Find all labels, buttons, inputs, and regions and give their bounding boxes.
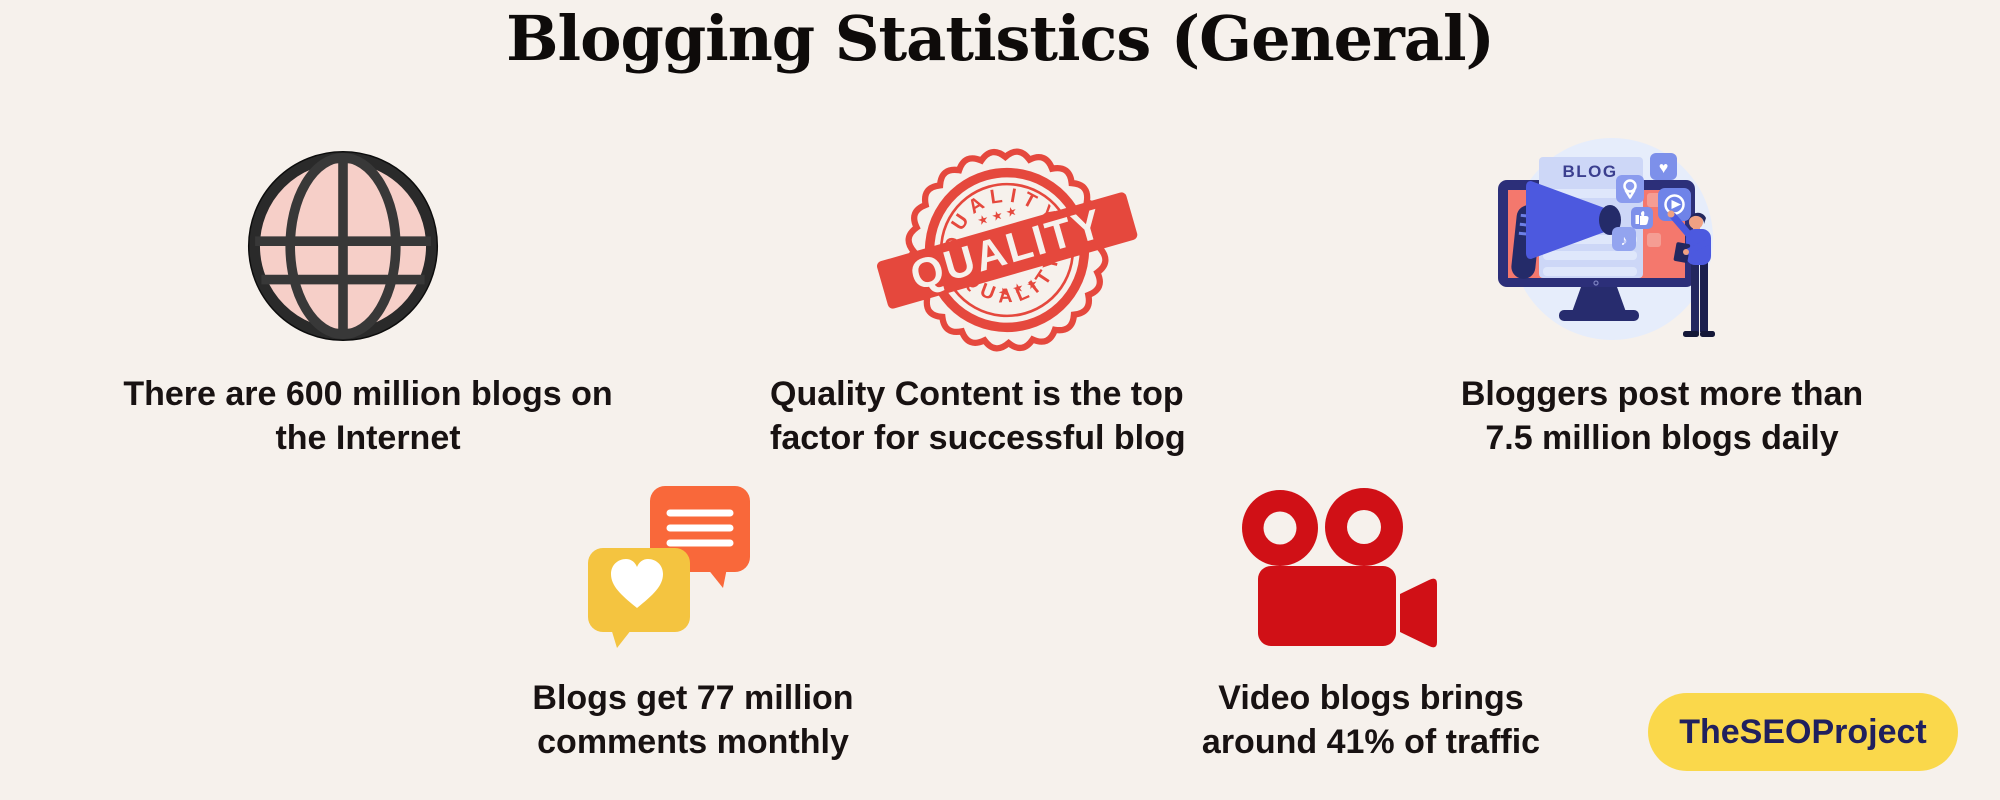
blog-label: BLOG xyxy=(1562,162,1617,181)
brand-badge: TheSEOProject xyxy=(1648,693,1958,771)
social-icon-tiles: ♥ ♪ xyxy=(1612,153,1691,251)
stat-caption-daily-posts: Bloggers post more than 7.5 million blog… xyxy=(1402,372,1922,460)
monitor-stand xyxy=(1572,287,1626,312)
yellow-bubble xyxy=(588,548,690,648)
music-note-tile xyxy=(1612,227,1636,251)
heart-icon xyxy=(611,559,663,608)
quality-stamp-icon: QUALITY QUALITY ★ ★ ★ ★ ★ ★ QUALITY xyxy=(876,148,1138,352)
stat-caption-blog-count: There are 600 million blogs on the Inter… xyxy=(68,372,668,460)
stat-line: the Internet xyxy=(275,419,461,458)
stat-line: Quality Content is the top xyxy=(770,375,1184,413)
stat-line: Video blogs brings xyxy=(1218,679,1524,717)
heart-icon: ♥ xyxy=(1659,160,1669,177)
location-pin-icon xyxy=(1623,179,1637,193)
stat-line: factor for successful blog xyxy=(770,419,1186,458)
blog-megaphone-illustration: BLOG ♥ xyxy=(1498,138,1715,340)
stat-line: comments monthly xyxy=(537,723,849,762)
location-pin-tile xyxy=(1616,175,1644,203)
stat-caption-quality-content: Quality Content is the top factor for su… xyxy=(770,372,1290,460)
globe-icon xyxy=(247,150,439,342)
person-figure xyxy=(1667,210,1715,337)
music-note-icon: ♪ xyxy=(1621,232,1628,248)
stat-line: around 41% of traffic xyxy=(1201,723,1541,762)
heart-tile xyxy=(1650,153,1677,180)
megaphone-icon xyxy=(1511,181,1621,279)
thumbs-up-icon xyxy=(1635,215,1639,224)
stat-line: There are 600 million blogs on xyxy=(123,375,613,413)
megaphone-back xyxy=(1599,205,1621,235)
monitor-base xyxy=(1559,310,1639,321)
comment-bubbles-icon xyxy=(588,486,750,648)
stat-line: Bloggers post more than xyxy=(1460,375,1864,413)
stamp-banner xyxy=(876,192,1138,309)
megaphone-horn xyxy=(1526,181,1610,259)
monitor-button xyxy=(1593,280,1599,286)
video-camera-icon xyxy=(1242,488,1437,648)
stat-caption-video-traffic: Video blogs brings around 41% of traffic xyxy=(1136,676,1606,764)
stat-line: 7.5 million blogs daily xyxy=(1485,419,1839,458)
page-title: Blogging Statistics (General) xyxy=(506,2,1495,75)
stat-caption-monthly-comments: Blogs get 77 million comments monthly xyxy=(468,676,918,764)
stat-line: Blogs get 77 million xyxy=(532,679,854,717)
